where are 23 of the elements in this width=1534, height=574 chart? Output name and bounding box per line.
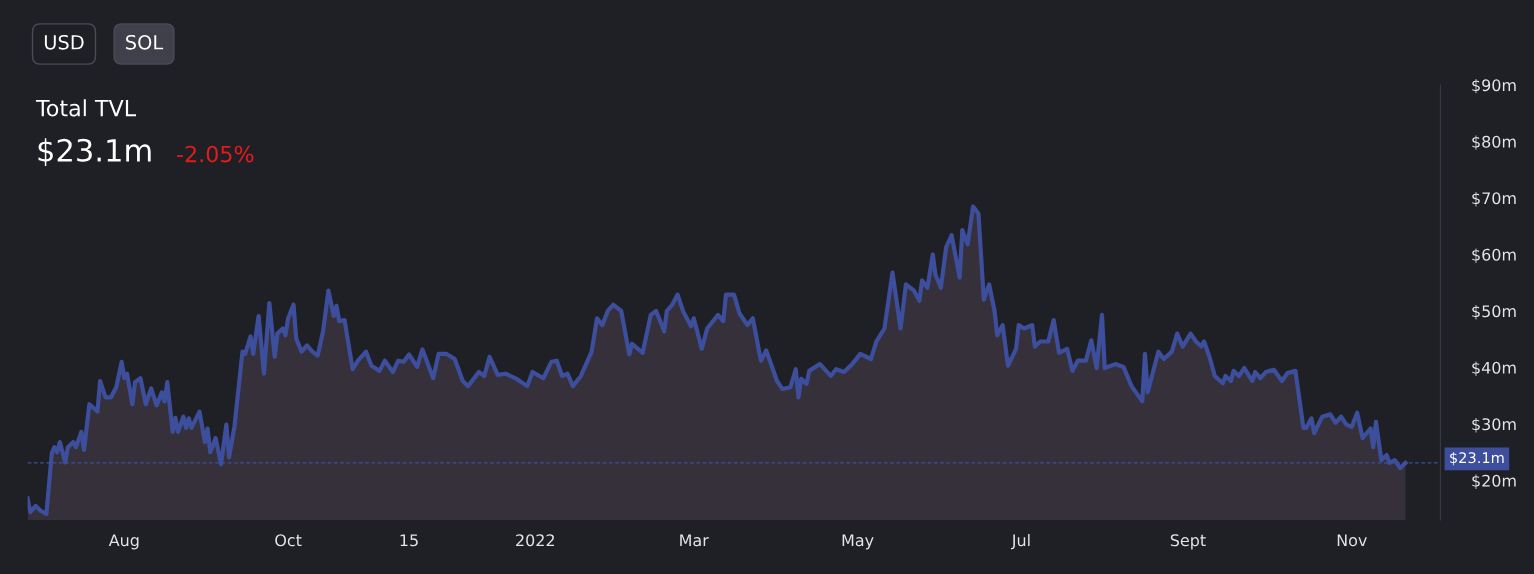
x-tick-label: Sept <box>1170 534 1206 550</box>
text: USD <box>44 34 84 50</box>
y-tick-label: $90m <box>1472 78 1516 94</box>
y-tick-label: $30m <box>1472 417 1516 433</box>
y-tick-label: $40m <box>1472 361 1516 376</box>
x-tick-label: Jul <box>1010 533 1030 550</box>
y-tick-label: $20m <box>1472 474 1516 489</box>
x-tick-label: 2022 <box>516 534 554 547</box>
x-tick-label: Nov <box>1337 534 1367 547</box>
y-tick-label: $80m <box>1472 135 1516 150</box>
x-tick-label: May <box>842 534 874 550</box>
y-tick-label: $60m <box>1472 248 1516 263</box>
annotation: -2.05% <box>177 145 254 163</box>
text: $23.1m <box>38 138 151 166</box>
text: SOL <box>126 34 164 50</box>
x-tick-label: Oct <box>275 534 302 547</box>
ref-line-label: $23.1m <box>1450 451 1504 466</box>
x-tick-label: 15 <box>400 534 418 547</box>
y-tick-label: $70m <box>1472 191 1516 207</box>
y-tick-label: $50m <box>1472 304 1516 320</box>
x-tick-label: Mar <box>680 534 709 547</box>
text: Total TVL <box>35 99 136 117</box>
x-tick-label: Aug <box>108 534 139 550</box>
